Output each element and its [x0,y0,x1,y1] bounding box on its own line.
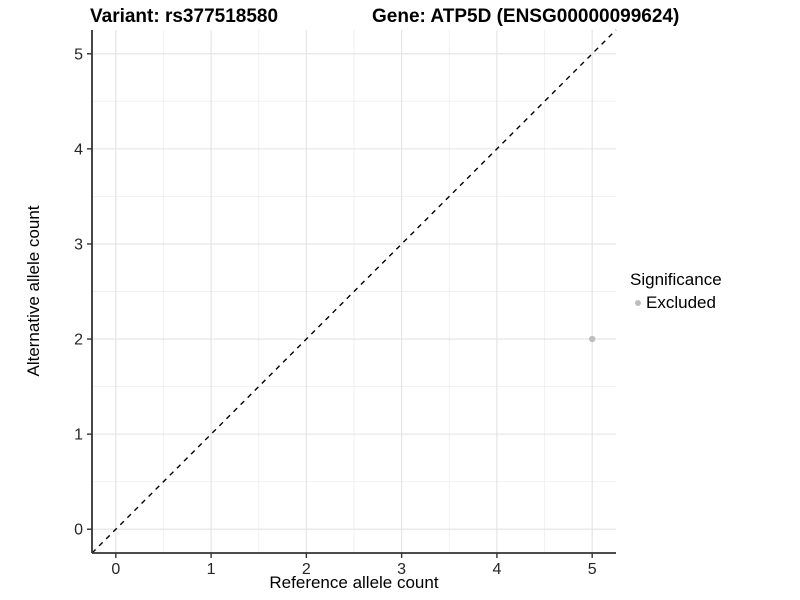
y-tick-label: 0 [74,522,83,539]
legend-item-excluded: Excluded [630,293,722,313]
x-tick-label: 2 [302,561,311,578]
legend-point-icon [635,300,641,306]
identity-dashed-line [91,29,617,554]
data-point [588,335,596,343]
x-tick-label: 3 [397,561,406,578]
legend-title: Significance [630,270,722,289]
x-tick-label: 0 [111,561,120,578]
x-tick-label: 5 [588,561,597,578]
gene-title: Gene: ATP5D (ENSG00000099624) [372,6,680,27]
x-tick-label: 1 [207,561,216,578]
y-tick-label: 2 [74,332,83,349]
y-tick-label: 3 [74,236,83,253]
legend: Significance Excluded [630,270,722,313]
legend-item-label: Excluded [646,293,716,312]
y-axis-title: Alternative allele count [24,205,43,377]
x-tick-label: 4 [492,561,501,578]
x-axis-title: Reference allele count [269,573,439,592]
y-tick-label: 1 [74,427,83,444]
variant-title: Variant: rs377518580 [90,6,279,27]
y-tick-label: 5 [74,46,83,63]
y-tick-label: 4 [74,141,83,158]
